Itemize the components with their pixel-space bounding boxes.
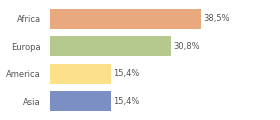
Text: 38,5%: 38,5% bbox=[204, 14, 230, 23]
Text: 15,4%: 15,4% bbox=[113, 69, 139, 78]
Text: 15,4%: 15,4% bbox=[113, 97, 139, 106]
Bar bbox=[50, 91, 111, 111]
Bar bbox=[50, 9, 201, 29]
Bar bbox=[50, 64, 111, 84]
Bar bbox=[50, 36, 171, 56]
Text: 30,8%: 30,8% bbox=[174, 42, 200, 51]
